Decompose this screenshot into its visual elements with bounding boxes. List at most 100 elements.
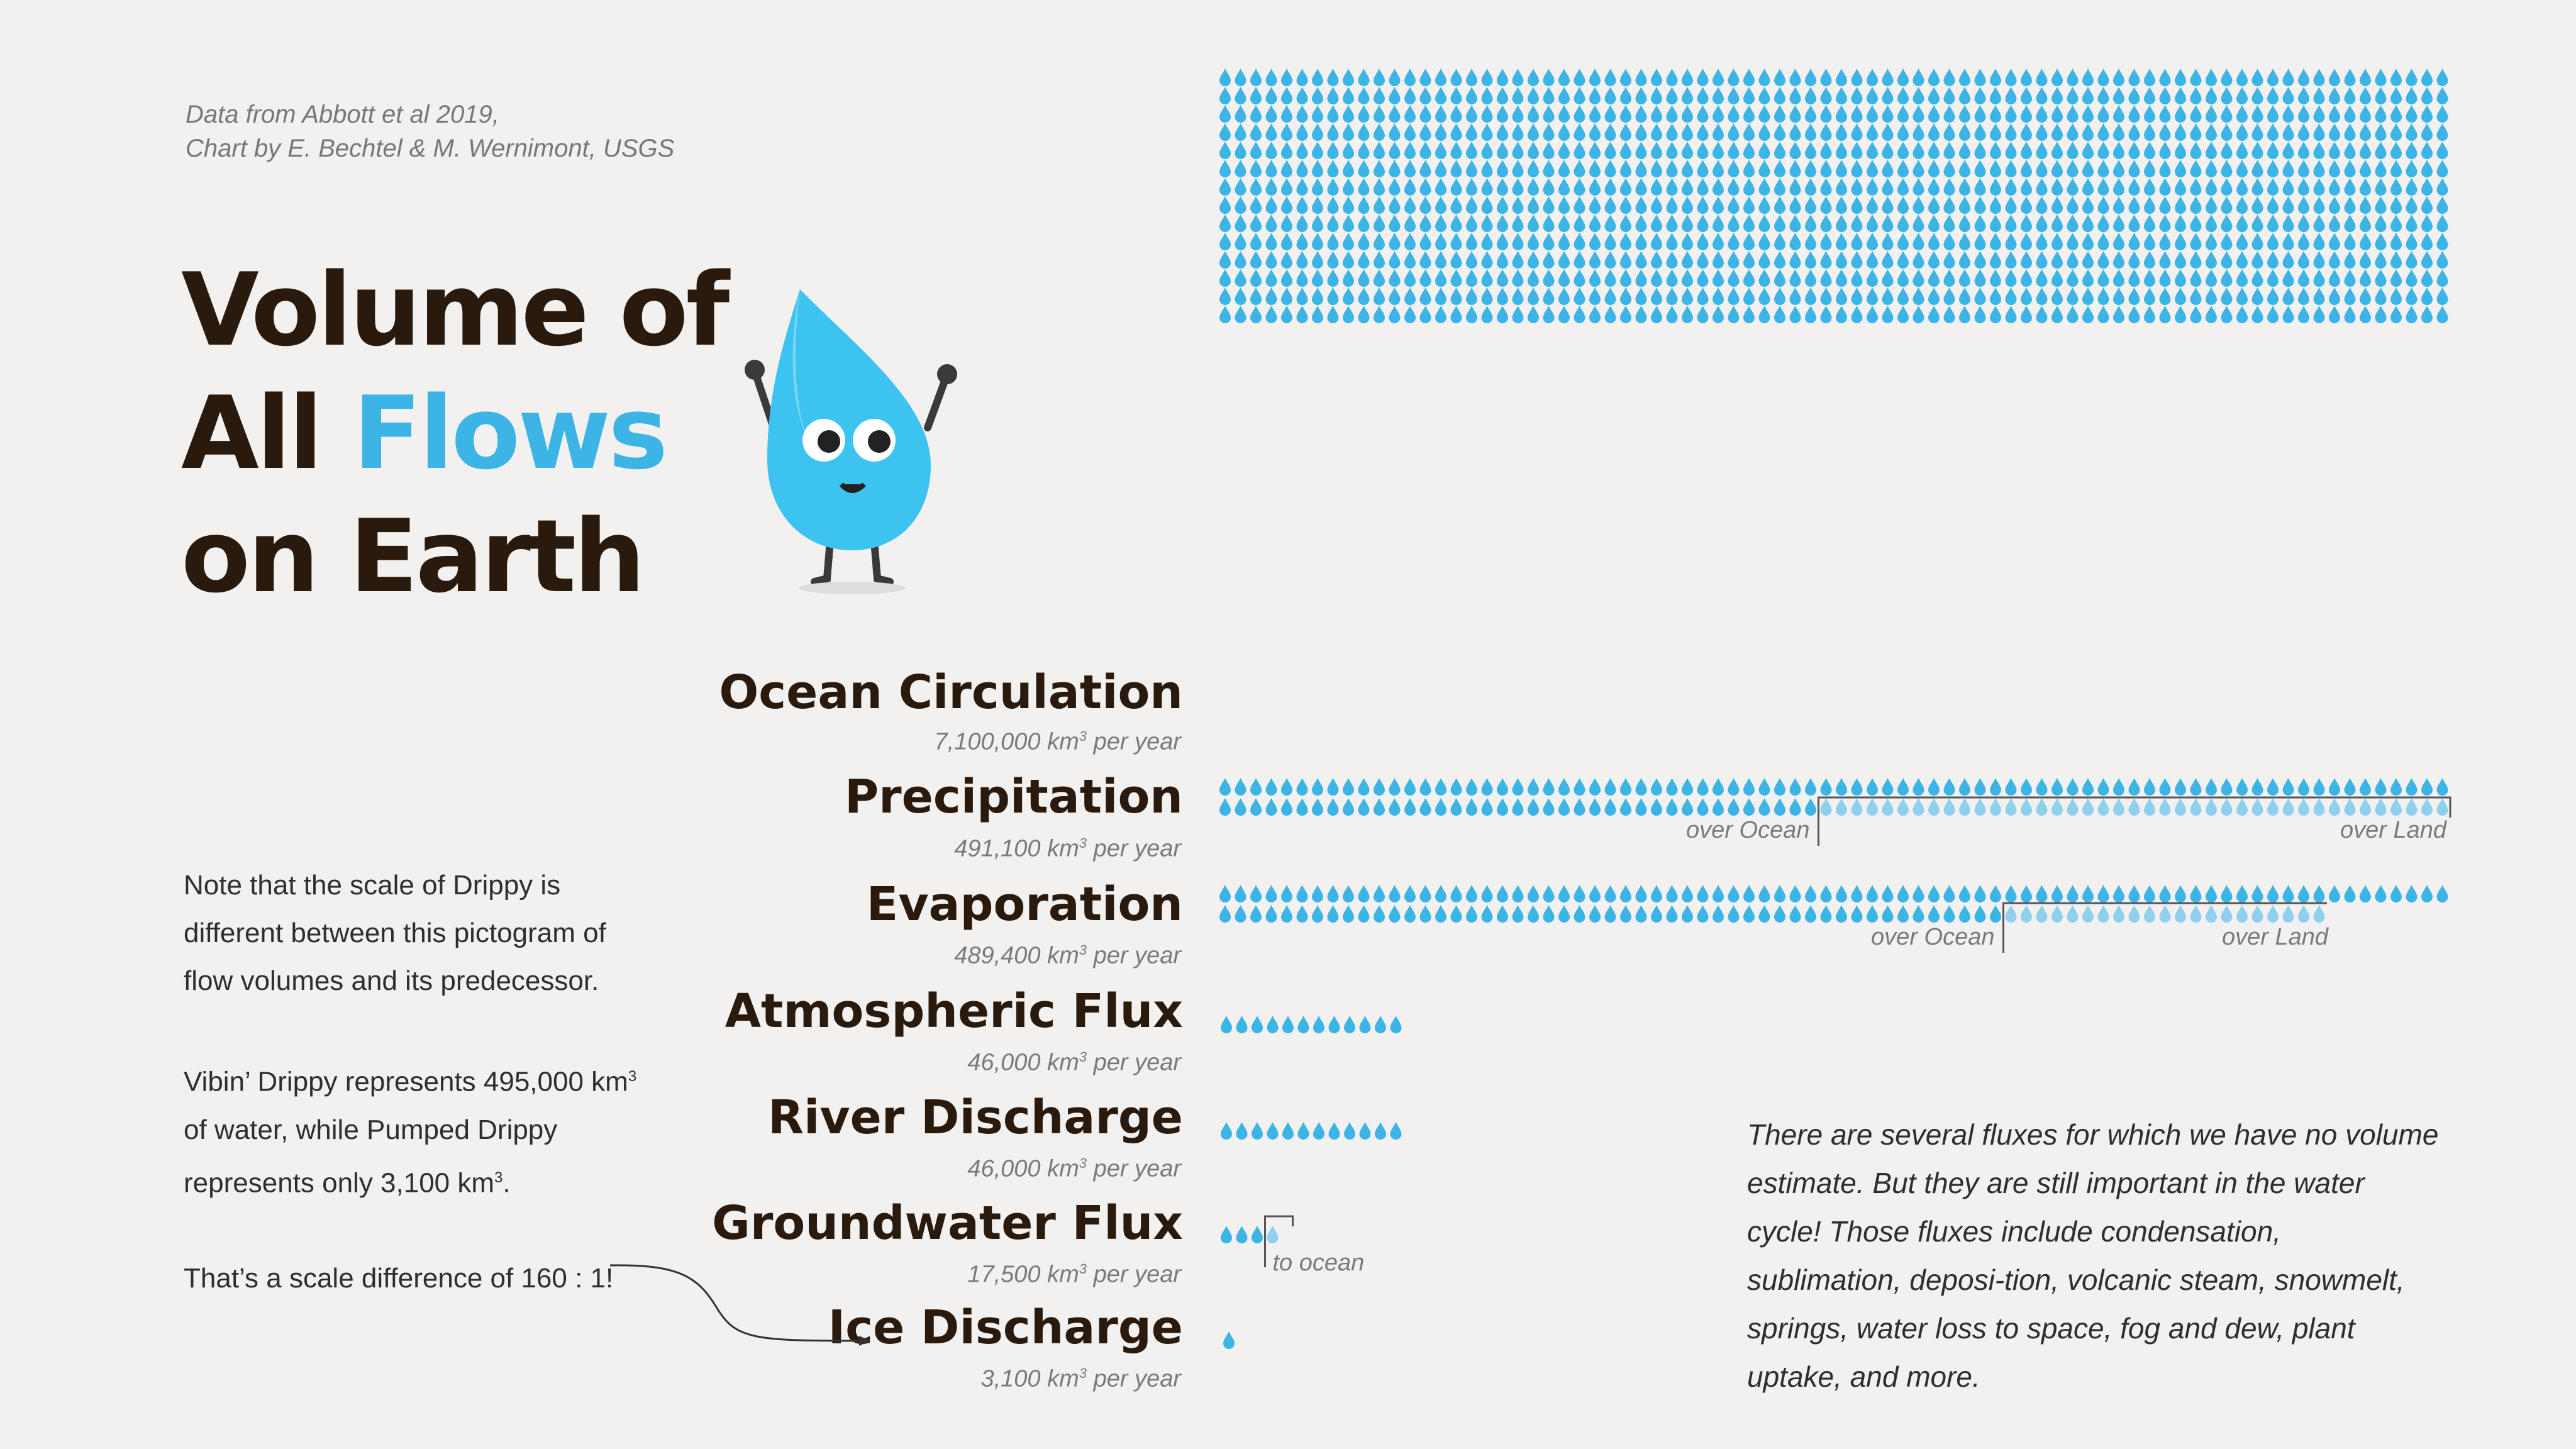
ocean-circulation-drop [1943, 160, 1955, 177]
precipitation-drop [1265, 778, 1277, 796]
evaporation-drop [1666, 905, 1678, 923]
ocean-circulation-drop [2267, 196, 2279, 214]
ocean-circulation-drop [1265, 123, 1277, 141]
ocean-circulation-drop [1682, 87, 1693, 104]
evaporation-drop [2436, 885, 2448, 902]
ocean-circulation-drop [2282, 269, 2294, 287]
precipitation-drop [1374, 778, 1385, 796]
ocean-circulation-drop [1604, 105, 1616, 123]
precipitation-drop [2298, 778, 2309, 796]
ocean-circulation-drop [1620, 87, 1631, 104]
ocean-circulation-drop [2190, 87, 2202, 104]
ocean-circulation-drop [1604, 160, 1616, 177]
ocean-circulation-drop [2406, 251, 2418, 269]
precipitation-drop [2097, 778, 2109, 796]
ocean-circulation-drop [1528, 306, 1539, 323]
ocean-circulation-drop [2267, 269, 2279, 287]
ocean-circulation-drop [2236, 306, 2248, 323]
evaporation-drop [1713, 885, 1724, 902]
precipitation-drop [2067, 778, 2079, 796]
ocean-circulation-drop [1281, 87, 1292, 104]
ocean-circulation-drop [2206, 269, 2217, 287]
ocean-circulation-drop [1281, 251, 1292, 269]
evaporation-drop [2344, 885, 2356, 902]
river-discharge-drop [1282, 1122, 1294, 1140]
ocean-circulation-drop [1404, 142, 1416, 159]
ocean-circulation-drop [1928, 287, 1940, 305]
title-line-2: All Flows [181, 372, 727, 495]
ocean-circulation-drop [1805, 287, 1816, 305]
ocean-circulation-drop [1758, 251, 1770, 269]
ocean-circulation-drop [1789, 69, 1801, 86]
precipitation-drop [2067, 798, 2079, 816]
river-discharge-drop [1221, 1122, 1232, 1140]
ocean-circulation-drop [1250, 87, 1262, 104]
precipitation-drop [1728, 798, 1740, 816]
ocean-circulation-drop [1666, 233, 1678, 250]
ocean-circulation-drop [2097, 123, 2109, 141]
precipitation-drop [1713, 798, 1724, 816]
ocean-circulation-drop [2159, 251, 2171, 269]
ocean-circulation-drop [2175, 214, 2186, 232]
ocean-circulation-drop [2390, 178, 2402, 196]
evaporation-drop [2375, 885, 2387, 902]
ocean-circulation-drop [2421, 123, 2433, 141]
category-value: 7,100,000 km3 per year [934, 728, 1181, 755]
ocean-circulation-drop [2406, 233, 2418, 250]
ocean-circulation-drop [1374, 214, 1385, 232]
ocean-circulation-drop [1374, 105, 1385, 123]
ocean-circulation-drop [1713, 160, 1724, 177]
ocean-circulation-drop [1450, 287, 1462, 305]
ocean-circulation-drop [1974, 160, 1986, 177]
ocean-circulation-drop [1959, 142, 1970, 159]
ocean-circulation-drop [2298, 269, 2309, 287]
ocean-circulation-drop [1281, 196, 1292, 214]
ocean-circulation-drop [1943, 269, 1955, 287]
ocean-circulation-drop [1281, 178, 1292, 196]
precipitation-drop [1389, 778, 1401, 796]
evaporation-drop [2236, 885, 2248, 902]
ocean-circulation-drop [2113, 196, 2124, 214]
ocean-circulation-drop [2282, 196, 2294, 214]
ocean-circulation-drop [2390, 233, 2402, 250]
ocean-circulation-drop [2360, 196, 2371, 214]
precipitation-drop [1296, 778, 1308, 796]
category-name: Precipitation [844, 770, 1183, 824]
ocean-circulation-drop [2144, 196, 2155, 214]
precipitation-drop [1481, 798, 1493, 816]
precipitation-drop [2190, 778, 2202, 796]
ocean-circulation-drop [1928, 105, 1940, 123]
title-line-2-a: All [181, 374, 353, 492]
groundwater-ocean-label: to ocean [1273, 1250, 1365, 1276]
precipitation-drop [1820, 778, 1832, 796]
ocean-circulation-drop [2067, 269, 2079, 287]
ocean-circulation-drop [1358, 160, 1370, 177]
ocean-circulation-drop [1450, 233, 1462, 250]
ocean-circulation-drop [1697, 123, 1709, 141]
ocean-circulation-drop [1620, 69, 1631, 86]
ocean-circulation-drop [1758, 214, 1770, 232]
ocean-circulation-drop [1296, 196, 1308, 214]
precipitation-drop [1450, 798, 1462, 816]
ocean-circulation-drop [1836, 123, 1847, 141]
ocean-circulation-drop [1666, 306, 1678, 323]
ocean-circulation-drop [1697, 251, 1709, 269]
ocean-circulation-drop [2313, 87, 2325, 104]
ocean-circulation-drop [1389, 269, 1401, 287]
ocean-circulation-drop [1836, 269, 1847, 287]
ocean-circulation-drop [1558, 214, 1570, 232]
ocean-circulation-drop [1959, 123, 1970, 141]
ocean-circulation-drop [2251, 178, 2263, 196]
ocean-circulation-drop [1481, 287, 1493, 305]
ocean-circulation-drop [1620, 142, 1631, 159]
ocean-circulation-drop [1528, 269, 1539, 287]
ocean-circulation-drop [2128, 123, 2140, 141]
ocean-circulation-drop [2313, 69, 2325, 86]
ocean-circulation-drop [2313, 233, 2325, 250]
ocean-circulation-drop [2206, 123, 2217, 141]
ocean-circulation-drop [2406, 87, 2418, 104]
ocean-circulation-drop [1851, 306, 1863, 323]
evaporation-drop [2329, 885, 2340, 902]
ocean-circulation-drop [1528, 160, 1539, 177]
ocean-circulation-drop [1713, 142, 1724, 159]
